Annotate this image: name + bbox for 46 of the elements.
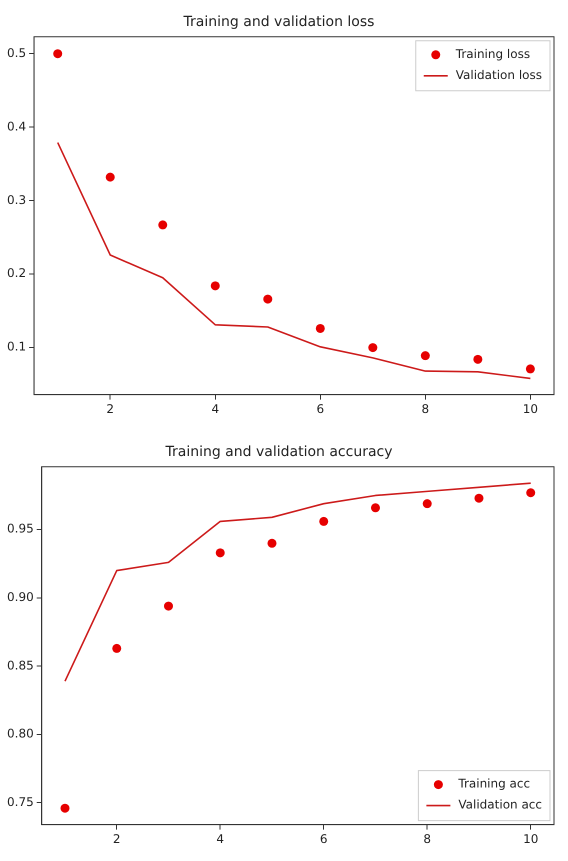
point xyxy=(368,343,378,352)
y-tick-label: 0.75 xyxy=(7,794,34,809)
point xyxy=(422,499,432,508)
point xyxy=(53,49,62,58)
point xyxy=(216,548,225,558)
x-tick-label: 4 xyxy=(211,402,220,416)
y-tick-label: 0.2 xyxy=(6,266,26,280)
x-tick-label: 10 xyxy=(522,402,538,416)
point xyxy=(316,324,325,333)
point xyxy=(370,503,380,512)
x-tick-label: 8 xyxy=(422,402,430,416)
point xyxy=(473,354,482,364)
legend-label: Validation loss xyxy=(456,68,542,82)
point xyxy=(263,294,272,304)
x-tick-label: 4 xyxy=(216,832,224,846)
y-tick-label: 0.1 xyxy=(6,340,26,354)
point xyxy=(164,602,173,611)
point xyxy=(526,364,535,374)
y-tick-label: 0.90 xyxy=(7,590,34,604)
legend-label: Training loss xyxy=(454,46,530,61)
point xyxy=(60,804,70,813)
y-tick-label: 0.80 xyxy=(7,726,34,741)
chart-title: Training and validation accuracy xyxy=(164,444,393,460)
x-tick-label: 10 xyxy=(523,832,538,846)
x-tick-label: 2 xyxy=(112,832,121,846)
legend-label: Training acc xyxy=(457,776,530,791)
point xyxy=(158,220,168,230)
point xyxy=(106,172,115,182)
x-tick-label: 6 xyxy=(316,402,324,416)
x-tick-label: 2 xyxy=(106,402,114,416)
point xyxy=(526,488,536,498)
legend-label: Validation acc xyxy=(458,798,542,812)
y-tick-label: 0.4 xyxy=(6,119,26,134)
y-tick-label: 0.95 xyxy=(7,522,34,536)
point xyxy=(267,538,276,548)
y-tick-label: 0.3 xyxy=(6,192,26,207)
y-tick-label: 0.5 xyxy=(6,46,26,60)
y-tick-label: 0.85 xyxy=(7,658,34,672)
point xyxy=(420,351,430,360)
point xyxy=(474,494,484,503)
chart-title: Training and validation loss xyxy=(182,14,374,30)
point xyxy=(112,644,122,653)
point xyxy=(210,281,220,290)
point xyxy=(319,516,328,526)
x-tick-label: 6 xyxy=(320,832,328,846)
x-tick-label: 8 xyxy=(423,832,432,846)
